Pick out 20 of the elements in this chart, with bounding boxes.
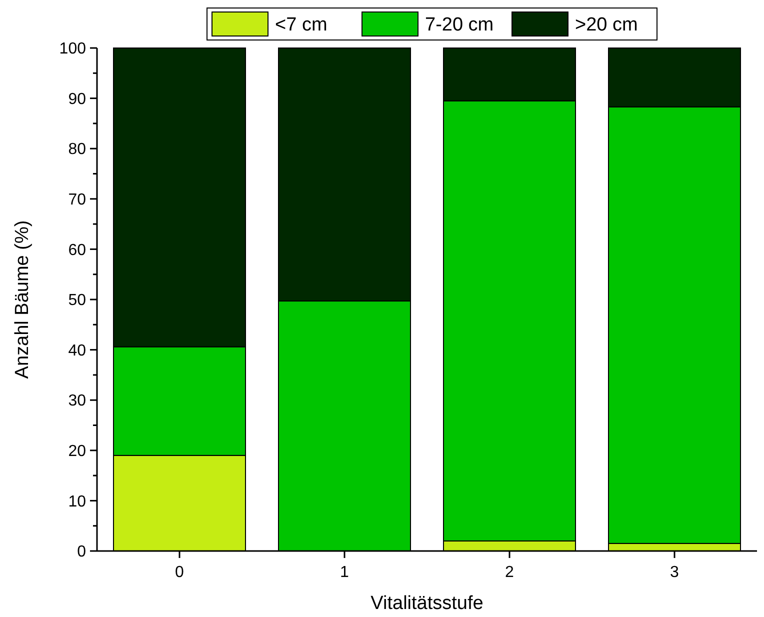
x-tick-label: 1 bbox=[340, 564, 350, 581]
y-tick-label: 80 bbox=[68, 141, 86, 158]
y-tick-label: 0 bbox=[77, 544, 86, 561]
y-tick-label: 60 bbox=[68, 242, 86, 259]
y-tick-label: 40 bbox=[68, 342, 86, 360]
x-axis-title: Vitalitätsstufe bbox=[370, 593, 484, 614]
y-tick-label: 90 bbox=[68, 90, 86, 108]
x-tick-label: 3 bbox=[670, 564, 680, 581]
y-axis-title: Anzahl Bäume (%) bbox=[12, 220, 33, 379]
y-tick-label: 70 bbox=[68, 192, 86, 208]
y-tick-label: 100 bbox=[59, 40, 86, 58]
y-tick-label: 50 bbox=[68, 292, 86, 310]
legend-label: <7 cm bbox=[275, 14, 328, 36]
y-tick-label: 30 bbox=[68, 392, 86, 410]
y-tick-label: 20 bbox=[68, 443, 86, 460]
x-tick-label: 0 bbox=[175, 564, 184, 581]
x-tick-label: 2 bbox=[505, 564, 514, 581]
legend-label: 7-20 cm bbox=[425, 14, 494, 36]
y-tick-label: 10 bbox=[68, 493, 86, 510]
legend-label: >20 cm bbox=[575, 14, 638, 36]
